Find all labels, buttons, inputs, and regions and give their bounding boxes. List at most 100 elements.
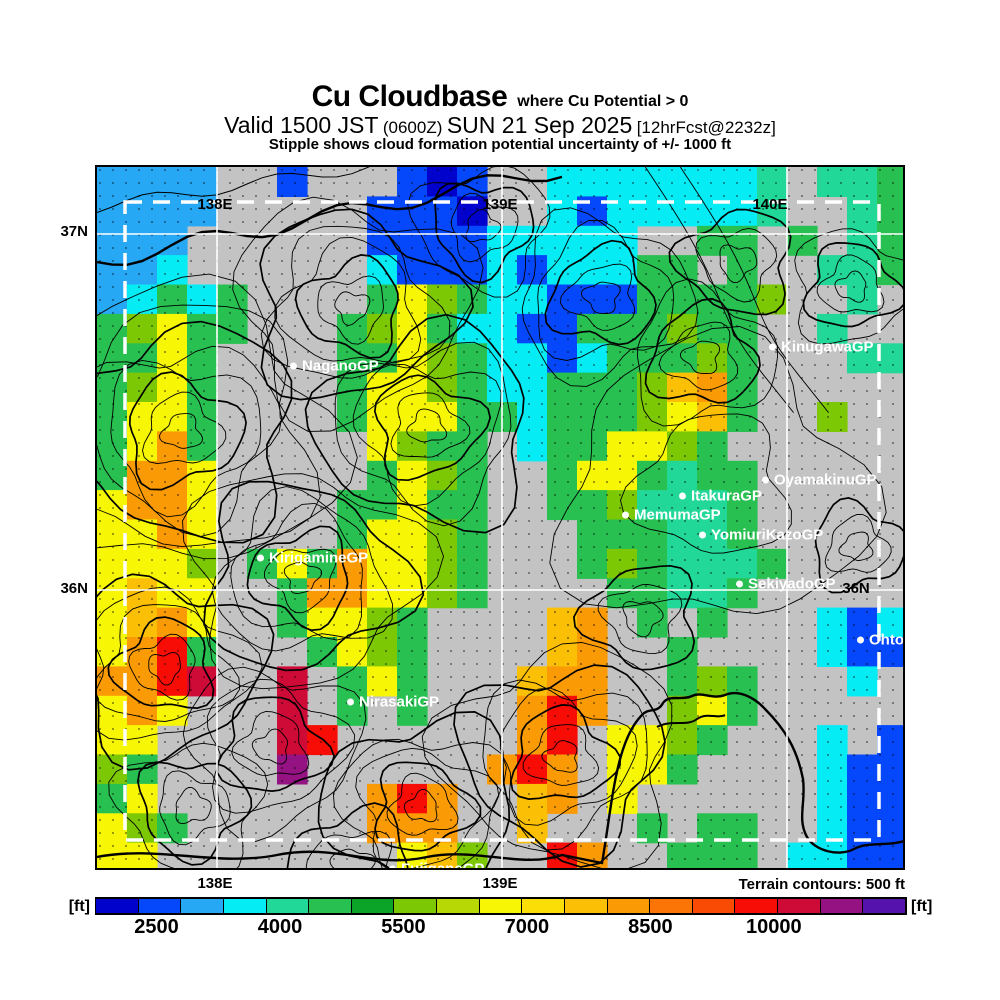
waypoint-label: OhtoneGP: [869, 631, 904, 649]
colorbar-segment: [735, 898, 778, 914]
contour-line: [406, 408, 448, 443]
waypoint-dot: [762, 476, 769, 484]
contour-line: [644, 167, 794, 413]
contour-line: [658, 321, 739, 391]
waypoint-dot: [699, 531, 706, 539]
contour-line: [182, 666, 367, 842]
contour-line: [352, 363, 502, 507]
valid-date: SUN 21 Sep 2025: [446, 112, 633, 138]
waypoint-dot: [257, 554, 264, 562]
contour-line: [802, 242, 903, 328]
terrain-note: Terrain contours: 500 ft: [738, 876, 905, 893]
coastline-detail: [656, 714, 726, 728]
colorbar-segment: [351, 898, 395, 914]
grid-label-139e: 139E: [482, 875, 518, 892]
coastline-path: [97, 691, 903, 865]
contour-line: [679, 167, 829, 413]
waypoint-label: MemumaGP: [634, 506, 721, 524]
forecast-tag: [12hrFcst@2232z]: [636, 118, 776, 137]
latlon-gridlines: [97, 167, 903, 868]
colorbar-tick-5500: 5500: [381, 916, 426, 938]
colorbar-tick-2500: 2500: [134, 916, 179, 938]
waypoint-label: KinugawaGP: [781, 338, 874, 356]
colorbar-segment: [778, 898, 821, 914]
colorbar-tick-7000: 7000: [504, 916, 550, 938]
colorbar-tick-8500: 8500: [628, 916, 673, 938]
contour-line: [465, 208, 502, 243]
contour-line: [824, 513, 892, 573]
colorbar-segment: [564, 898, 608, 914]
colorbar-segment: [223, 898, 267, 914]
contour-line: [560, 263, 636, 331]
contour-line: [814, 497, 903, 594]
contour-line: [305, 830, 392, 868]
contour-line: [142, 391, 227, 464]
contour-line: [695, 227, 778, 303]
waypoint-dot: [736, 580, 743, 588]
colorbar-segment: [266, 898, 310, 914]
contour-line: [97, 320, 293, 544]
contour-line: [97, 273, 358, 560]
waypoint-KirigamineGP: KirigamineGP: [257, 550, 368, 567]
terrain-cloudbase-plot: [97, 167, 903, 868]
colorbar-segment: [479, 898, 523, 914]
waypoint-label: FujiganeGP: [401, 860, 485, 870]
waypoint-dot: [679, 492, 686, 500]
colorbar-segment: [692, 898, 736, 914]
colorbar-segment: [309, 898, 352, 914]
waypoint-MemumaGP: MemumaGP: [622, 507, 721, 524]
contour-line: [386, 772, 459, 836]
contour-line: [522, 724, 600, 786]
waypoint-dot: [290, 362, 297, 370]
waypoint-YomiuriKazoGP: YomiuriKazoGP: [699, 527, 823, 544]
map-canvas: NaganoGP KinugawaGP OyamakinuGP ItakuraGP Me…: [95, 165, 905, 870]
contour-line: [334, 341, 512, 527]
colorbar-segment: [820, 898, 864, 914]
valid-prefix: Valid 1500 JST: [224, 112, 379, 138]
contour-line: [573, 564, 696, 671]
colorbar-segment: [522, 898, 565, 914]
contour-line: [332, 738, 507, 868]
waypoint-label: SekiyadoGP: [748, 575, 836, 593]
contour-line: [816, 254, 885, 313]
contour-line: [537, 219, 675, 361]
contour-line: [97, 604, 241, 722]
contour-line: [230, 502, 363, 641]
contour-line: [148, 651, 181, 686]
valid-zulu: (0600Z): [382, 118, 443, 137]
valid-time-line: Valid 1500 JST (0600Z) SUN 21 Sep 2025 […: [0, 112, 1000, 139]
contour-line: [159, 770, 231, 846]
colorbar-tick-10000: 10000: [745, 916, 802, 938]
page-title: Cu Cloudbase where Cu Potential > 0: [0, 80, 1000, 114]
title-qualifier: where Cu Potential > 0: [517, 93, 689, 110]
colorbar-segment: [96, 898, 139, 914]
contour-line: [434, 182, 535, 284]
contour-line: [259, 208, 474, 401]
contour-line: [203, 480, 425, 672]
colorbar-unit-right: [ft]: [911, 898, 933, 915]
contour-line: [128, 371, 247, 491]
waypoint-FujiganeGP: FujiganeGP: [389, 860, 485, 870]
grid-label-36n: 36N: [60, 580, 88, 597]
contour-line: [482, 679, 648, 851]
contour-line: [580, 281, 621, 314]
contour-line: [159, 413, 204, 449]
model-domain-box: [123, 200, 881, 842]
contour-line: [521, 207, 699, 387]
contour-line: [294, 254, 399, 359]
waypoint-OhtoneGP: OhtoneGP: [857, 631, 904, 649]
waypoint-label: YomiuriKazoGP: [711, 526, 824, 544]
contour-line: [211, 486, 393, 652]
contour-line: [541, 740, 578, 773]
contour-line: [668, 208, 792, 316]
colorbar-segment: [437, 898, 480, 914]
contour-line: [407, 167, 551, 298]
contour-line: [182, 473, 444, 690]
contour-line: [264, 548, 337, 614]
waypoint-dot: [769, 343, 776, 351]
contour-line: [232, 196, 484, 432]
contour-line: [390, 392, 471, 458]
waypoint-label: NirasakiGP: [359, 693, 440, 711]
waypoint-label: KirigamineGP: [269, 549, 369, 567]
